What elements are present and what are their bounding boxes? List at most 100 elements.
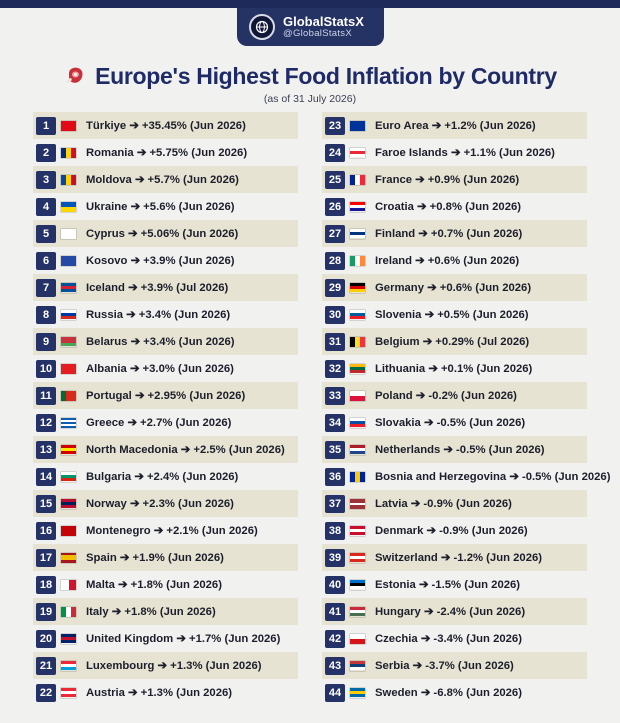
flag-icon [61, 552, 76, 563]
brand-handle: @GlobalStatsX [283, 27, 352, 39]
rank-badge: 14 [36, 467, 56, 486]
rank-badge: 3 [36, 170, 56, 189]
table-row: 38 Denmark ➔ -0.9% (Jun 2026) [322, 517, 587, 544]
table-row: 17 Spain ➔ +1.9% (Jun 2026) [33, 544, 298, 571]
table-row: 1 Türkiye ➔ +35.45% (Jun 2026) [33, 112, 298, 139]
rank-badge: 16 [36, 521, 56, 540]
country-inflation-label: Romania ➔ +5.75% (Jun 2026) [86, 147, 248, 159]
flag-icon [61, 579, 76, 590]
table-row: 42 Czechia ➔ -3.4% (Jun 2026) [322, 625, 587, 652]
flag-icon [61, 363, 76, 374]
flag-icon [350, 390, 365, 401]
country-inflation-label: Ireland ➔ +0.6% (Jun 2026) [375, 255, 520, 267]
country-inflation-label: Türkiye ➔ +35.45% (Jun 2026) [86, 120, 246, 132]
flag-icon [350, 525, 365, 536]
rank-badge: 22 [36, 683, 56, 702]
rank-badge: 44 [325, 683, 345, 702]
table-row: 4 Ukraine ➔ +5.6% (Jun 2026) [33, 193, 298, 220]
table-row: 27 Finland ➔ +0.7% (Jun 2026) [322, 220, 587, 247]
flag-icon [61, 444, 76, 455]
rank-badge: 28 [325, 251, 345, 270]
country-inflation-label: Serbia ➔ -3.7% (Jun 2026) [375, 660, 514, 672]
flag-icon [350, 282, 365, 293]
table-row: 32 Lithuania ➔ +0.1% (Jun 2026) [322, 355, 587, 382]
country-inflation-label: Cyprus ➔ +5.06% (Jun 2026) [86, 228, 239, 240]
rank-badge: 8 [36, 305, 56, 324]
flag-icon [61, 228, 76, 239]
flag-icon [350, 633, 365, 644]
flag-icon [61, 471, 76, 482]
rank-badge: 38 [325, 521, 345, 540]
ranking-column-left: 1 Türkiye ➔ +35.45% (Jun 2026) 2 Romania ➔ … [33, 112, 298, 706]
table-row: 18 Malta ➔ +1.8% (Jun 2026) [33, 571, 298, 598]
flag-icon [350, 606, 365, 617]
rank-badge: 32 [325, 359, 345, 378]
flag-icon [61, 201, 76, 212]
rank-badge: 31 [325, 332, 345, 351]
rank-badge: 4 [36, 197, 56, 216]
country-inflation-label: Montenegro ➔ +2.1% (Jun 2026) [86, 525, 258, 537]
country-inflation-label: Netherlands ➔ -0.5% (Jun 2026) [375, 444, 545, 456]
table-row: 11 Portugal ➔ +2.95% (Jun 2026) [33, 382, 298, 409]
flag-icon [61, 498, 76, 509]
flag-icon [350, 417, 365, 428]
flag-icon [350, 120, 365, 131]
flag-icon [350, 660, 365, 671]
rank-badge: 2 [36, 143, 56, 162]
chart-title: Europe's Highest Food Inflation by Count… [95, 62, 557, 89]
flag-icon [350, 552, 365, 563]
country-inflation-label: Poland ➔ -0.2% (Jun 2026) [375, 390, 517, 402]
table-row: 24 Faroe Islands ➔ +1.1% (Jun 2026) [322, 139, 587, 166]
country-inflation-label: Luxembourg ➔ +1.3% (Jun 2026) [86, 660, 262, 672]
table-row: 6 Kosovo ➔ +3.9% (Jun 2026) [33, 247, 298, 274]
top-bar [0, 0, 620, 8]
table-row: 33 Poland ➔ -0.2% (Jun 2026) [322, 382, 587, 409]
table-row: 28 Ireland ➔ +0.6% (Jun 2026) [322, 247, 587, 274]
rank-badge: 35 [325, 440, 345, 459]
country-inflation-label: Denmark ➔ -0.9% (Jun 2026) [375, 525, 528, 537]
rank-badge: 33 [325, 386, 345, 405]
table-row: 40 Estonia ➔ -1.5% (Jun 2026) [322, 571, 587, 598]
flag-icon [350, 309, 365, 320]
table-row: 8 Russia ➔ +3.4% (Jun 2026) [33, 301, 298, 328]
flag-icon [350, 201, 365, 212]
rank-badge: 39 [325, 548, 345, 567]
country-inflation-label: Malta ➔ +1.8% (Jun 2026) [86, 579, 222, 591]
flag-icon [61, 390, 76, 401]
flag-icon [61, 309, 76, 320]
flag-icon [61, 606, 76, 617]
rank-badge: 18 [36, 575, 56, 594]
flag-icon [350, 687, 365, 698]
rank-badge: 26 [325, 197, 345, 216]
table-row: 34 Slovakia ➔ -0.5% (Jun 2026) [322, 409, 587, 436]
flag-icon [350, 363, 365, 374]
rank-badge: 37 [325, 494, 345, 513]
table-row: 36 Bosnia and Herzegovina ➔ -0.5% (Jun 20… [322, 463, 610, 490]
country-inflation-label: Ukraine ➔ +5.6% (Jun 2026) [86, 201, 235, 213]
meat-icon [66, 67, 83, 83]
flag-icon [61, 282, 76, 293]
rank-badge: 43 [325, 656, 345, 675]
country-inflation-label: Greece ➔ +2.7% (Jun 2026) [86, 417, 232, 429]
country-inflation-label: Slovenia ➔ +0.5% (Jun 2026) [375, 309, 529, 321]
flag-icon [350, 255, 365, 266]
rank-badge: 40 [325, 575, 345, 594]
table-row: 7 Iceland ➔ +3.9% (Jul 2026) [33, 274, 298, 301]
rank-badge: 11 [36, 386, 56, 405]
country-inflation-label: Bulgaria ➔ +2.4% (Jun 2026) [86, 471, 239, 483]
country-inflation-label: Switzerland ➔ -1.2% (Jun 2026) [375, 552, 543, 564]
chart-subtitle: (as of 31 July 2026) [263, 93, 357, 105]
ranking-column-right: 23 Euro Area ➔ +1.2% (Jun 2026) 24 Faroe Is… [322, 112, 610, 706]
brand-name: GlobalStatsX [283, 14, 364, 30]
country-inflation-label: Bosnia and Herzegovina ➔ -0.5% (Jun 2026… [375, 471, 611, 483]
country-inflation-label: Spain ➔ +1.9% (Jun 2026) [86, 552, 224, 564]
table-row: 19 Italy ➔ +1.8% (Jun 2026) [33, 598, 298, 625]
country-inflation-label: Russia ➔ +3.4% (Jun 2026) [86, 309, 231, 321]
country-inflation-label: Finland ➔ +0.7% (Jun 2026) [375, 228, 523, 240]
table-row: 5 Cyprus ➔ +5.06% (Jun 2026) [33, 220, 298, 247]
rank-badge: 5 [36, 224, 56, 243]
rank-badge: 7 [36, 278, 56, 297]
flag-icon [61, 336, 76, 347]
country-inflation-label: North Macedonia ➔ +2.5% (Jun 2026) [86, 444, 285, 456]
country-inflation-label: Albania ➔ +3.0% (Jun 2026) [86, 363, 234, 375]
